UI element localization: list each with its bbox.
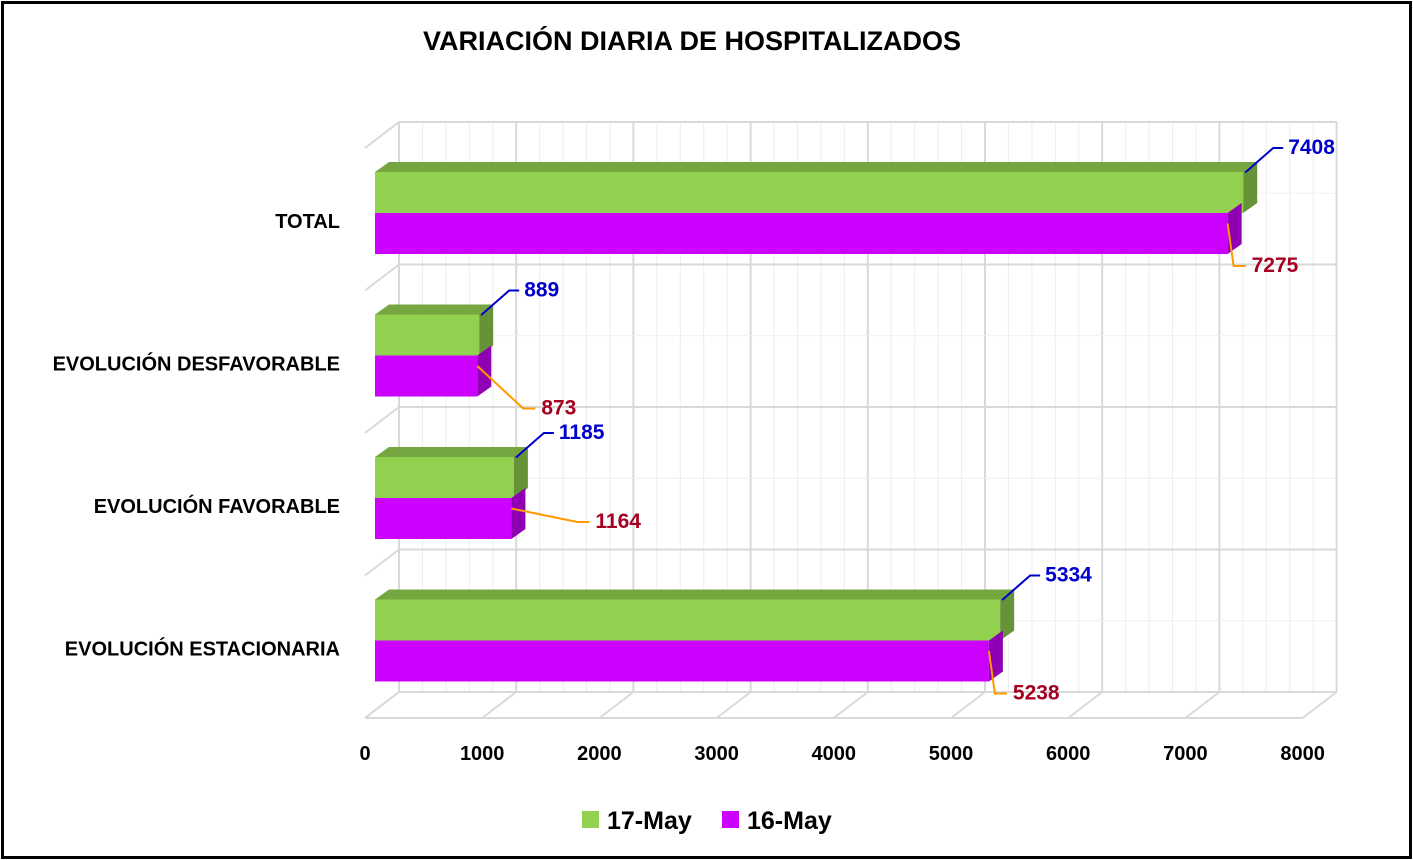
bar-17-May-0 xyxy=(375,162,1258,213)
gridline-side xyxy=(364,548,400,577)
data-label: 1185 xyxy=(559,421,605,444)
x-tick-label: 5000 xyxy=(929,743,974,765)
x-tick-label: 7000 xyxy=(1163,743,1208,765)
bar-front-face xyxy=(375,599,1001,641)
legend-swatch xyxy=(582,811,599,828)
gridline-floor xyxy=(1301,691,1338,719)
x-tick-label: 0 xyxy=(359,743,370,765)
bar-side-face xyxy=(1000,589,1015,641)
x-tick-label: 2000 xyxy=(577,743,622,765)
bar-17-May-1 xyxy=(375,304,494,356)
gridline-floor xyxy=(715,691,752,719)
chart-title: VARIACIÓN DIARIA DE HOSPITALIZADOS xyxy=(423,25,961,56)
bar-16-May-3 xyxy=(375,630,1003,682)
bar-front-face xyxy=(375,457,514,498)
legend-swatch xyxy=(722,811,739,828)
leader-line xyxy=(515,432,554,459)
gridline-floor xyxy=(950,691,986,719)
bar-side-face xyxy=(477,345,492,397)
bar-top-face xyxy=(375,589,1015,600)
legend: 17-May 16-May xyxy=(582,807,832,835)
legend-label: 17-May xyxy=(607,807,692,835)
x-tick-label: 8000 xyxy=(1280,743,1325,765)
legend-label: 16-May xyxy=(747,807,832,835)
gridline-floor xyxy=(1067,691,1103,719)
data-label: 1164 xyxy=(595,510,641,533)
x-tick-label: 3000 xyxy=(694,743,739,765)
bar-front-face xyxy=(375,213,1228,254)
bar-front-face xyxy=(375,498,512,539)
leader-line xyxy=(480,289,520,316)
data-label: 7275 xyxy=(1252,254,1299,277)
bar-front-face xyxy=(375,314,480,356)
category-labels: TOTAL EVOLUCIÓN DESFAVORABLE EVOLUCIÓN FAV… xyxy=(53,211,340,661)
bar-side-face xyxy=(1243,162,1258,213)
category-label: TOTAL xyxy=(275,211,340,233)
leader-line xyxy=(511,507,590,523)
bar-front-face xyxy=(375,355,478,397)
category-label: EVOLUCIÓN FAVORABLE xyxy=(94,494,340,518)
bar-side-face xyxy=(513,447,528,498)
bar-17-May-2 xyxy=(375,447,528,498)
bar-16-May-1 xyxy=(375,345,492,397)
gridline-side xyxy=(364,263,400,292)
gridline-side xyxy=(364,406,400,434)
x-axis-ticks: 0 1000 2000 3000 4000 5000 6000 7000 8000 xyxy=(359,743,1324,765)
bar-top-face xyxy=(375,447,528,457)
leader-line xyxy=(476,365,536,410)
bars xyxy=(375,162,1258,682)
x-tick-label: 1000 xyxy=(460,743,505,765)
data-label: 5334 xyxy=(1045,564,1092,587)
leader-line xyxy=(987,650,1007,695)
gridline-floor xyxy=(364,691,400,719)
gridline-side xyxy=(364,121,400,149)
data-label: 7408 xyxy=(1288,136,1335,159)
leader-line xyxy=(1226,223,1246,267)
data-label: 5238 xyxy=(1013,682,1060,705)
gridline-floor xyxy=(1184,691,1221,719)
x-tick-label: 6000 xyxy=(1046,743,1091,765)
leader-line xyxy=(1001,574,1041,601)
gridline-floor xyxy=(833,691,869,719)
leader-line xyxy=(1244,147,1284,174)
category-label: EVOLUCIÓN DESFAVORABLE xyxy=(53,352,340,376)
bar-side-face xyxy=(511,488,526,539)
bar-17-May-3 xyxy=(375,589,1015,641)
bar-16-May-0 xyxy=(375,203,1242,254)
bar-front-face xyxy=(375,172,1244,213)
category-label: EVOLUCIÓN ESTACIONARIA xyxy=(65,637,340,661)
data-label: 889 xyxy=(524,279,559,302)
bar-top-face xyxy=(375,162,1258,172)
bar-top-face xyxy=(375,304,494,315)
gridline-floor xyxy=(481,691,517,719)
bar-16-May-2 xyxy=(375,488,526,539)
x-tick-label: 4000 xyxy=(812,743,857,765)
bar-front-face xyxy=(375,640,989,682)
gridline-floor xyxy=(598,691,635,719)
bar-side-face xyxy=(479,304,494,356)
data-label: 873 xyxy=(541,397,576,420)
